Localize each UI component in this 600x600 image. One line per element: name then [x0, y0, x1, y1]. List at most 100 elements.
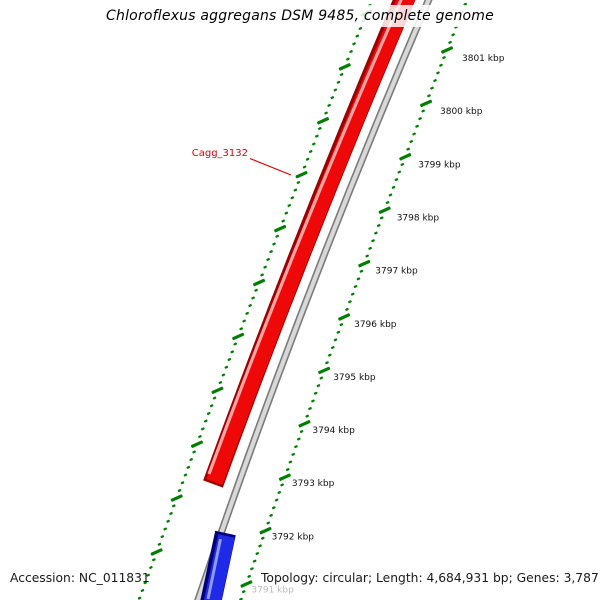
- ruler-major-tick: [317, 117, 330, 125]
- ruler-minor-tick: [308, 150, 313, 154]
- ruler-minor-tick: [137, 596, 142, 600]
- ruler-minor-tick: [308, 407, 312, 411]
- ruler-minor-tick: [272, 242, 276, 246]
- ruler-minor-tick: [336, 330, 341, 334]
- ruler-minor-tick: [353, 284, 358, 288]
- ruler-minor-tick: [146, 573, 150, 577]
- ruler-minor-tick: [255, 551, 260, 555]
- ruler-minor-tick: [186, 465, 191, 469]
- ruler-major-tick: [150, 548, 163, 556]
- ruler-minor-tick: [218, 381, 223, 385]
- ruler-minor-tick: [241, 590, 246, 594]
- ruler-minor-tick: [330, 346, 335, 350]
- ruler-minor-tick: [412, 132, 416, 136]
- ruler-minor-tick: [430, 86, 434, 90]
- ruler-minor-tick: [203, 419, 208, 423]
- ruler-minor-tick: [325, 361, 329, 365]
- ruler-minor-tick: [333, 88, 338, 92]
- ruler-minor-tick: [339, 323, 344, 327]
- ruler-minor-tick: [299, 429, 304, 433]
- ruler-minor-tick: [439, 63, 443, 67]
- ruler-minor-tick: [140, 589, 145, 593]
- ruler-minor-tick: [281, 219, 286, 223]
- ruler-minor-tick: [166, 519, 170, 523]
- ruler-minor-tick: [189, 458, 193, 462]
- ruler-minor-tick: [172, 504, 176, 508]
- ruler-minor-tick: [397, 170, 402, 174]
- ruler-major-tick: [232, 332, 245, 341]
- ruler-minor-tick: [247, 574, 251, 578]
- ruler-minor-tick: [183, 473, 188, 477]
- ruler-minor-tick: [169, 512, 173, 516]
- ruler-minor-tick: [379, 216, 384, 220]
- ruler-minor-tick: [418, 117, 422, 121]
- ruler-major-tick: [338, 63, 351, 71]
- ruler-minor-tick: [355, 34, 360, 38]
- ruler-tick-label: 3793 kbp: [292, 479, 335, 489]
- ruler-major-tick: [170, 494, 183, 502]
- ruler-minor-tick: [448, 40, 452, 44]
- ruler-minor-tick: [233, 342, 237, 346]
- ruler-minor-tick: [427, 94, 431, 98]
- ruler-minor-tick: [336, 80, 341, 84]
- ruler-major-tick: [338, 313, 351, 321]
- ruler-minor-tick: [463, 2, 468, 6]
- ruler-minor-tick: [192, 450, 196, 454]
- ruler-minor-tick: [359, 269, 364, 273]
- ruler-minor-tick: [163, 527, 168, 531]
- map-title: Chloroflexus aggregans DSM 9485, complet…: [99, 5, 501, 27]
- ruler-minor-tick: [319, 376, 324, 380]
- ruler-major-tick: [318, 366, 331, 375]
- ruler-major-tick: [399, 153, 412, 161]
- ruler-minor-tick: [374, 231, 378, 235]
- ruler-tick-label: 3798 kbp: [397, 213, 440, 223]
- ruler-minor-tick: [296, 180, 301, 184]
- ruler-minor-tick: [324, 111, 328, 115]
- ruler-minor-tick: [385, 201, 390, 205]
- ruler-tick-label: 3791 kbp: [251, 586, 294, 596]
- gene-label-cagg-3132: Cagg_3132: [191, 148, 248, 159]
- ruler-minor-tick: [227, 358, 232, 362]
- ruler-minor-tick: [242, 319, 246, 323]
- gene-feature-blue: [200, 530, 236, 600]
- ruler-minor-tick: [177, 488, 182, 492]
- backbone-center: [195, 0, 431, 600]
- ruler-major-tick: [298, 420, 311, 428]
- ruler-major-tick: [211, 386, 224, 395]
- ruler-minor-tick: [239, 327, 244, 331]
- ruler-major-tick: [190, 440, 203, 448]
- ruler-minor-tick: [224, 365, 229, 369]
- ruler-minor-tick: [313, 391, 318, 395]
- ruler-tick-label: 3795 kbp: [333, 373, 376, 383]
- ruler-minor-tick: [254, 288, 258, 292]
- ruler-minor-tick: [160, 535, 165, 539]
- ruler-minor-tick: [296, 437, 301, 441]
- ruler-minor-tick: [206, 411, 211, 415]
- gene-label-leader-line: [249, 157, 292, 176]
- ruler-major-tick: [441, 46, 454, 54]
- ruler-minor-tick: [201, 427, 205, 431]
- ruler-minor-tick: [345, 307, 349, 311]
- ruler-minor-tick: [258, 544, 262, 548]
- ruler-minor-tick: [415, 124, 419, 128]
- ruler-minor-tick: [266, 521, 271, 525]
- ruler-tick-label: 3792 kbp: [272, 532, 315, 542]
- ruler-minor-tick: [421, 109, 425, 113]
- ruler-minor-tick: [285, 468, 290, 472]
- ruler-tick-label: 3800 kbp: [440, 107, 483, 117]
- ruler-major-tick: [278, 473, 291, 481]
- topology-summary-text: Topology: circular; Length: 4,684,931 bp…: [261, 571, 599, 585]
- ruler-minor-tick: [330, 96, 335, 100]
- ruler-minor-tick: [371, 239, 375, 243]
- ruler-minor-tick: [143, 581, 148, 585]
- ruler-minor-tick: [198, 435, 202, 439]
- ruler-minor-tick: [274, 498, 279, 502]
- ruler-minor-tick: [209, 404, 214, 408]
- ruler-minor-tick: [406, 147, 410, 151]
- ruler-minor-tick: [287, 203, 292, 207]
- gene-red-highlight: [207, 0, 403, 475]
- ruler-minor-tick: [311, 399, 315, 403]
- ruler-minor-tick: [391, 185, 396, 189]
- ruler-minor-tick: [318, 126, 322, 130]
